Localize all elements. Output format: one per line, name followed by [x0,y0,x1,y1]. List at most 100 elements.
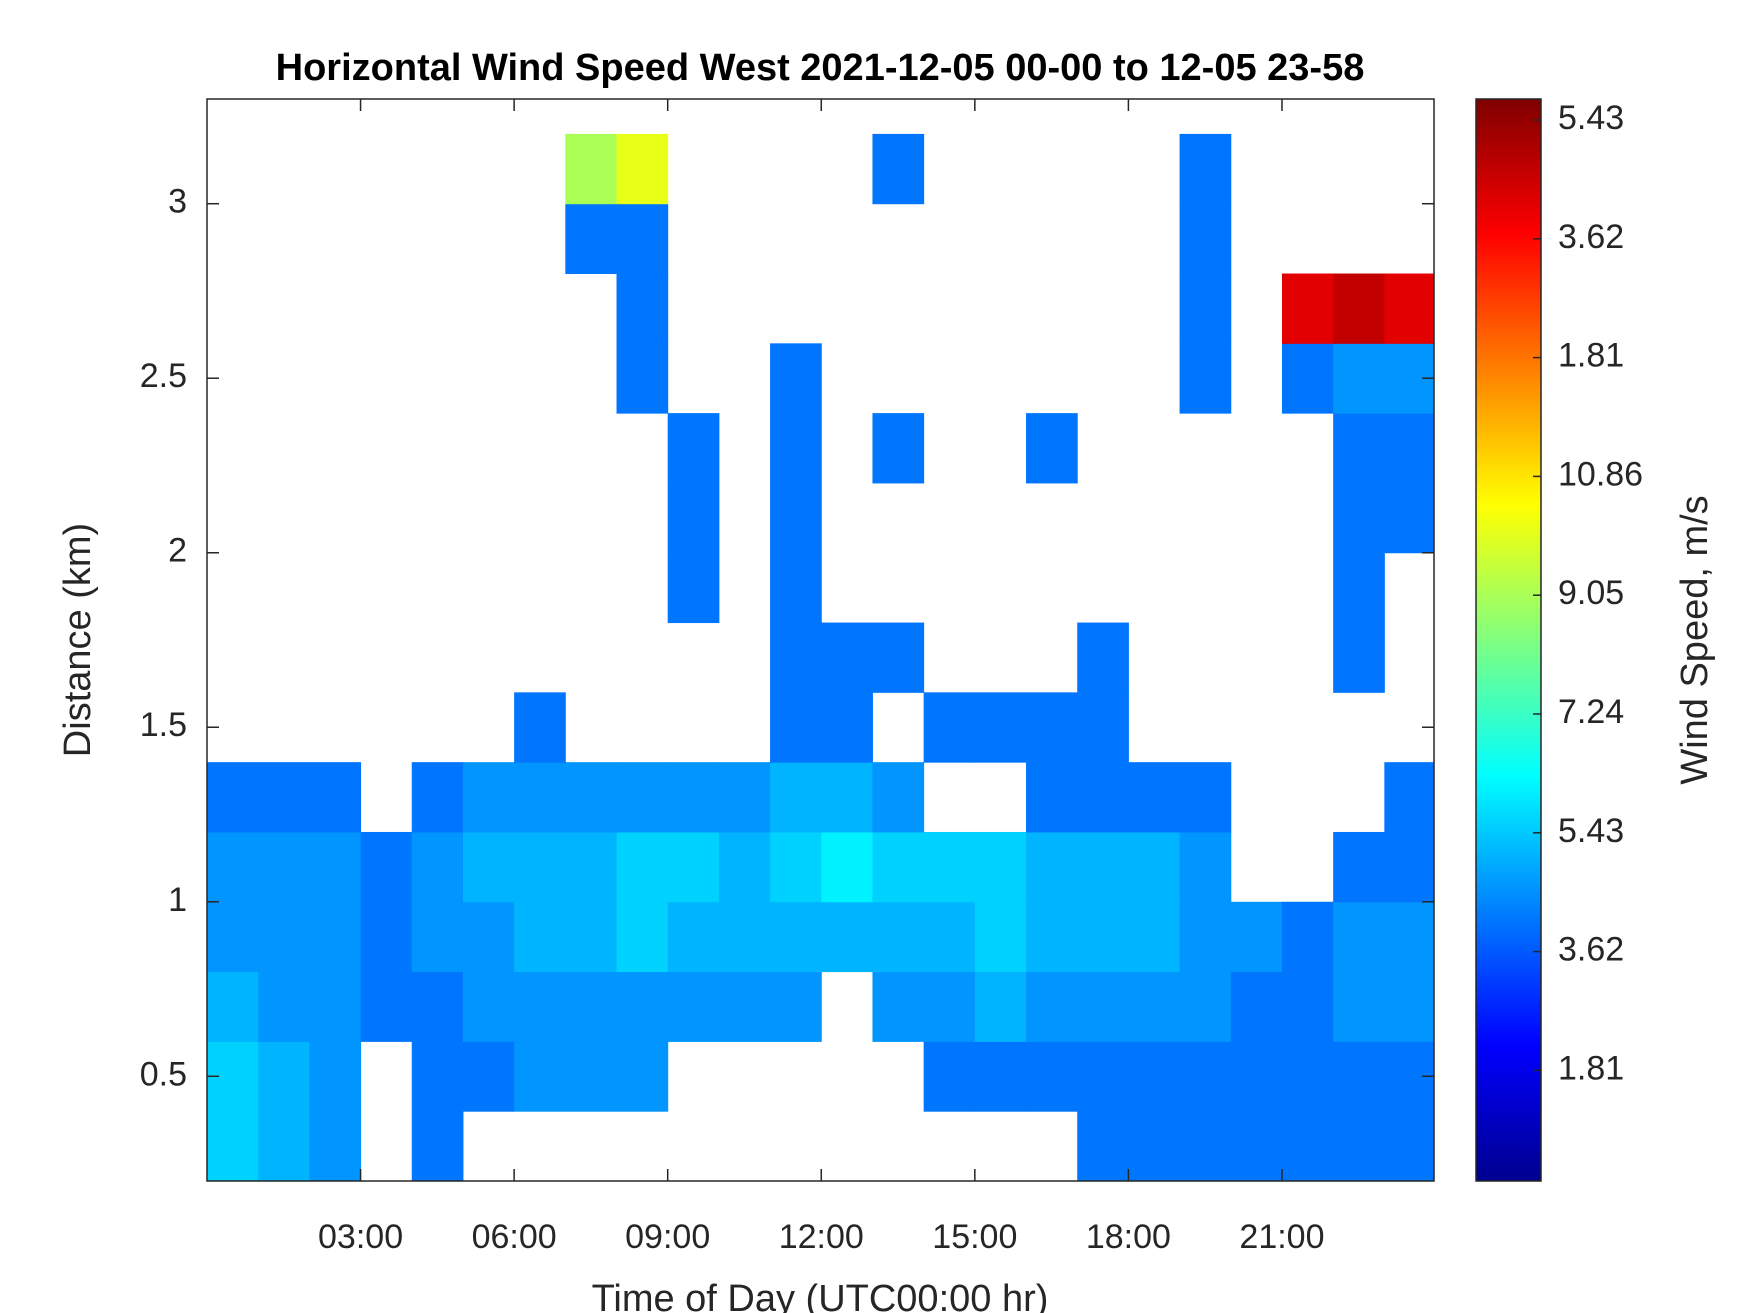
heatmap-cell [770,831,822,903]
heatmap-cell [1230,1111,1283,1181]
heatmap-cell [616,203,669,275]
heatmap-cell [1077,1111,1129,1181]
heatmap-cell [462,901,515,973]
heatmap-cell [770,552,822,624]
heatmap-cell [1333,971,1385,1042]
heatmap-cell [309,971,362,1042]
x-tick-label: 18:00 [1086,1218,1171,1256]
heatmap-cell [667,482,720,554]
heatmap-cell [207,1111,259,1181]
x-tick-label: 06:00 [472,1218,557,1256]
heatmap-cell [1281,273,1334,344]
heatmap-cell [974,901,1027,973]
heatmap-cell [974,831,1027,903]
heatmap-cell [872,622,925,693]
colorbar [1475,98,1542,1182]
heatmap-cell [821,901,873,973]
heatmap-cell [360,971,413,1042]
heatmap-cell [1230,1041,1283,1112]
heatmap-cell [718,762,771,833]
plot-frame [206,98,1435,1182]
heatmap-cell [1077,971,1129,1042]
heatmap-cell [872,901,925,973]
heatmap-cell [411,901,464,973]
y-tick-label: 2 [168,532,187,570]
heatmap-cell [923,971,976,1042]
heatmap-cell [974,971,1027,1042]
heatmap-cell [360,831,413,903]
heatmap-cell [207,831,259,903]
heatmap-cell [514,1041,566,1112]
colorbar-tick-label: 7.24 [1558,693,1624,731]
heatmap-cell [616,133,669,205]
heatmap-cell [514,762,566,833]
heatmap-cell [1333,831,1385,903]
heatmap-cell [770,482,822,554]
heatmap-cell [1026,901,1078,973]
heatmap-cell [1179,343,1232,414]
heatmap-cell [1230,971,1283,1042]
heatmap-cell [1179,203,1232,275]
heatmap-cell [923,692,976,763]
heatmap-cell [667,971,720,1042]
heatmap-cell [770,343,822,414]
heatmap-cell [718,971,771,1042]
heatmap-cell [872,831,925,903]
heatmap-cell [1384,762,1434,833]
heatmap-cell [1384,831,1434,903]
heatmap-cell [1026,413,1078,484]
heatmap-cell [1333,273,1385,344]
heatmap-cell [565,1041,618,1112]
heatmap-cell [872,133,925,205]
heatmap-cell [1384,971,1434,1042]
heatmap-cell [923,1041,976,1112]
heatmap-cell [1179,762,1232,833]
heatmap-cell [258,1111,310,1181]
heatmap-cell [1128,1111,1181,1181]
heatmap-cell [565,133,618,205]
heatmap-cell [1333,413,1385,484]
heatmap-cell [616,901,669,973]
colorbar-tick-label: 5.43 [1558,812,1624,850]
heatmap-cell [462,971,515,1042]
heatmap-cell [667,762,720,833]
heatmap-cell [411,762,464,833]
heatmap-cell [770,622,822,693]
chart-title: Horizontal Wind Speed West 2021-12-05 00… [276,47,1365,89]
heatmap-cell [1128,831,1181,903]
heatmap-cell [565,901,618,973]
heatmap-cell [1333,1111,1385,1181]
heatmap-cell [1077,762,1129,833]
heatmap-cell [770,901,822,973]
heatmap-cell [1281,1111,1334,1181]
heatmap-cell [974,1041,1027,1112]
colorbar-tick-label: 3.62 [1558,218,1624,256]
heatmap-cell [616,971,669,1042]
heatmap-cell [1384,901,1434,973]
colorbar-tick-label: 5.43 [1558,99,1624,137]
heatmap-cell [718,831,771,903]
heatmap-cell [258,762,310,833]
heatmap-cell [1077,901,1129,973]
heatmap-cell [462,762,515,833]
heatmap-cell [821,762,873,833]
heatmap-cell [514,901,566,973]
heatmap-cell [462,1041,515,1112]
heatmap-cell [411,1111,464,1181]
y-tick-label: 0.5 [140,1055,187,1093]
heatmap-cell [667,413,720,484]
heatmap-cell [1281,1041,1334,1112]
heatmap-cell [1026,692,1078,763]
heatmap-cell [1179,1111,1232,1181]
heatmap-cell [872,413,925,484]
heatmap-cell [207,901,259,973]
y-tick-label: 3 [168,183,187,221]
heatmap-cell [821,831,873,903]
colorbar-label: Wind Speed, m/s [1674,495,1716,784]
heatmap-cell [1384,273,1434,344]
heatmap-cell [1384,413,1434,484]
y-tick-label: 2.5 [140,357,187,395]
heatmap-cell [1128,901,1181,973]
